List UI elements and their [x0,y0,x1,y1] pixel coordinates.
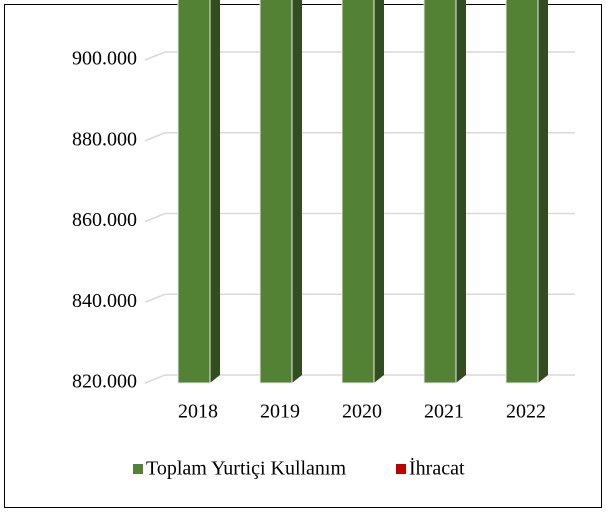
y-tick-label: 860.000 [72,209,137,231]
legend-label: İhracat [409,457,465,480]
bar-side [210,0,220,383]
y-tick-label: 880.000 [72,128,137,150]
bar [259,0,293,384]
chart-border [4,4,602,508]
bar [505,0,539,384]
x-tick-label: 2022 [506,401,546,423]
x-tick-label: 2020 [342,401,382,423]
legend-label: Toplam Yurtiçi Kullanım [146,458,346,480]
bar [341,0,375,384]
x-tick-label: 2021 [424,401,464,423]
y-tick-label: 900.000 [72,48,137,70]
y-tick-label: 820.000 [72,371,137,393]
bar [423,0,457,384]
y-tick-label: 840.000 [72,290,137,312]
bar [177,0,211,384]
x-tick-label: 2018 [178,401,218,423]
bar-side [538,0,548,383]
bar-side [456,0,466,383]
bar-side [292,0,302,383]
legend-swatch [133,464,143,474]
x-tick-label: 2019 [260,401,300,423]
bar-side [374,0,384,383]
legend-swatch [396,464,406,474]
